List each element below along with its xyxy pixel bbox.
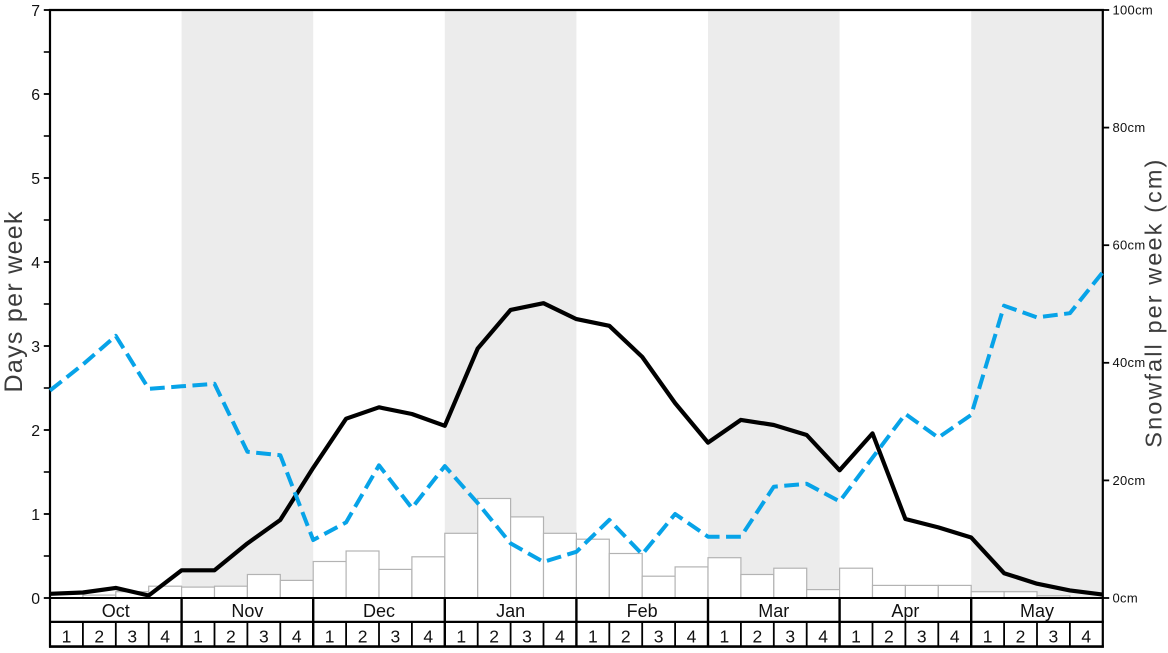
svg-text:4: 4 xyxy=(31,255,40,272)
svg-text:20cm: 20cm xyxy=(1113,473,1146,488)
svg-text:0cm: 0cm xyxy=(1113,590,1138,605)
svg-text:Days per week: Days per week xyxy=(0,211,28,393)
svg-text:1: 1 xyxy=(31,507,40,524)
svg-text:4: 4 xyxy=(950,626,960,646)
svg-text:Dec: Dec xyxy=(363,601,395,621)
svg-text:3: 3 xyxy=(391,626,401,646)
svg-text:1: 1 xyxy=(983,626,993,646)
svg-text:1: 1 xyxy=(588,626,598,646)
svg-text:7: 7 xyxy=(31,3,40,20)
svg-text:3: 3 xyxy=(785,626,795,646)
svg-text:2: 2 xyxy=(31,423,40,440)
svg-text:1: 1 xyxy=(851,626,861,646)
svg-text:2: 2 xyxy=(489,626,499,646)
svg-text:4: 4 xyxy=(687,626,697,646)
svg-text:4: 4 xyxy=(160,626,170,646)
svg-text:2: 2 xyxy=(358,626,368,646)
svg-text:1: 1 xyxy=(456,626,466,646)
svg-text:4: 4 xyxy=(555,626,565,646)
svg-text:2: 2 xyxy=(884,626,894,646)
svg-text:3: 3 xyxy=(522,626,532,646)
svg-text:Mar: Mar xyxy=(758,601,789,621)
svg-text:2: 2 xyxy=(621,626,631,646)
svg-text:Nov: Nov xyxy=(231,601,263,621)
svg-text:3: 3 xyxy=(259,626,269,646)
svg-text:Oct: Oct xyxy=(102,601,130,621)
svg-text:4: 4 xyxy=(423,626,433,646)
svg-text:80cm: 80cm xyxy=(1113,120,1146,135)
svg-text:2: 2 xyxy=(94,626,104,646)
svg-text:3: 3 xyxy=(127,626,137,646)
svg-text:1: 1 xyxy=(62,626,72,646)
svg-text:2: 2 xyxy=(1016,626,1026,646)
svg-text:1: 1 xyxy=(720,626,730,646)
svg-text:Feb: Feb xyxy=(627,601,658,621)
svg-text:5: 5 xyxy=(31,171,40,188)
svg-text:2: 2 xyxy=(226,626,236,646)
svg-text:Apr: Apr xyxy=(891,601,919,621)
svg-text:Jan: Jan xyxy=(496,601,525,621)
svg-text:3: 3 xyxy=(31,339,40,356)
svg-text:60cm: 60cm xyxy=(1113,238,1146,253)
svg-text:2: 2 xyxy=(753,626,763,646)
svg-text:3: 3 xyxy=(917,626,927,646)
svg-text:May: May xyxy=(1020,601,1054,621)
svg-text:40cm: 40cm xyxy=(1113,355,1146,370)
svg-text:Snowfall per week (cm): Snowfall per week (cm) xyxy=(1141,160,1167,448)
svg-text:0: 0 xyxy=(31,591,40,608)
svg-text:1: 1 xyxy=(325,626,335,646)
svg-text:6: 6 xyxy=(31,87,40,104)
svg-text:100cm: 100cm xyxy=(1113,2,1154,17)
svg-text:4: 4 xyxy=(292,626,302,646)
svg-text:1: 1 xyxy=(193,626,203,646)
svg-text:3: 3 xyxy=(1049,626,1059,646)
svg-text:3: 3 xyxy=(654,626,664,646)
svg-text:4: 4 xyxy=(818,626,828,646)
svg-text:4: 4 xyxy=(1081,626,1091,646)
